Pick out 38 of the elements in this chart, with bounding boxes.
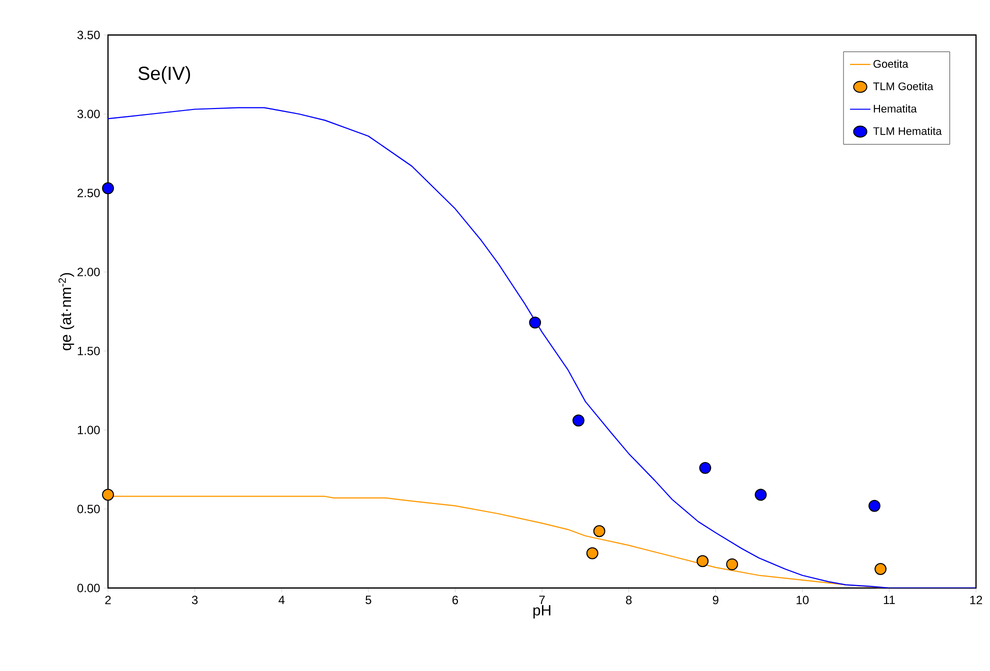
x-tick-label: 4 (278, 596, 285, 604)
y-tick-label: 2.50 (78, 188, 100, 198)
annotation: Se(IV) (138, 66, 190, 84)
point (874, 563, 887, 576)
x-tick-label: 2 (105, 596, 111, 604)
point (754, 488, 767, 501)
legend-label: Goetita (874, 60, 908, 68)
point (868, 500, 880, 512)
legend-label: TLM Goetita (873, 82, 934, 90)
point (572, 414, 584, 426)
x-tick-label: 11 (884, 596, 895, 604)
x-tick-label: 7 (539, 596, 545, 604)
point (726, 558, 738, 570)
point (102, 488, 114, 501)
y-tick-label: 3.00 (77, 110, 100, 118)
point (696, 555, 709, 568)
y-tick-label: 3.50 (77, 30, 100, 40)
x-tick-label: 10 (796, 596, 809, 604)
x-tick-label: 12 (970, 596, 982, 604)
legend-label: TLM Hematita (873, 126, 942, 135)
point (102, 182, 114, 194)
point (593, 525, 606, 538)
y-tick-label: 1.50 (78, 346, 100, 356)
point (586, 547, 598, 560)
x-tick-label: 8 (626, 596, 632, 604)
x-tick-label: 6 (452, 596, 458, 604)
x-axis-title: pH (533, 605, 550, 618)
point (699, 462, 712, 474)
y-tick-label: 2.00 (78, 268, 100, 276)
y-tick-label: 0.00 (77, 584, 100, 592)
point (529, 316, 542, 329)
legend-label: Hematita (874, 104, 917, 113)
x-tick-label: 3 (192, 596, 198, 604)
x-tick-label: 9 (712, 596, 718, 604)
y-tick-label: 0.50 (77, 504, 100, 514)
y-tick-label: 1.00 (78, 426, 100, 434)
x-tick-label: 5 (366, 596, 372, 604)
y-axis-title: qe (at·nm$^{-2}$) (58, 273, 74, 350)
